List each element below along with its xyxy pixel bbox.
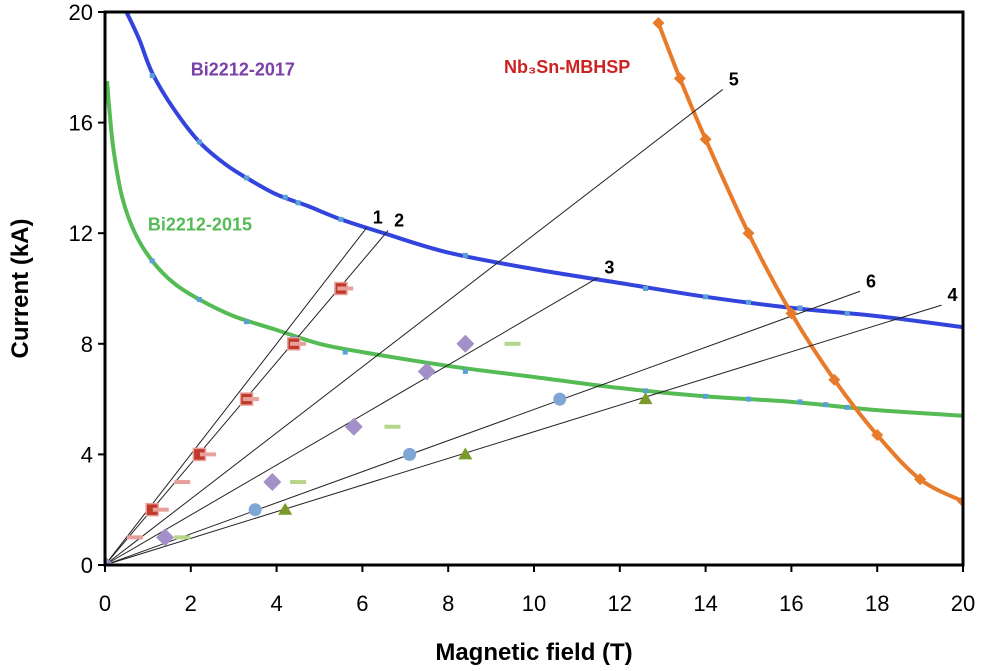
x-tick-label-8: 8 [442,591,454,616]
x-tick-label-18: 18 [865,591,889,616]
y-tick-label-20: 20 [69,0,93,25]
marker-triangle-5-2 [638,392,653,405]
marker-dash-1-0 [127,535,144,540]
x-axis-title: Magnetic field (T) [435,639,632,666]
series-label-nb-sn-mbhsp: Nb₃Sn-MBHSP [504,57,630,77]
curve-point-bi2212-2015-1 [196,297,202,303]
series-label-bi2212-2015: Bi2212-2015 [148,214,252,234]
x-tick-label-2: 2 [185,591,197,616]
nb3sn-point-7 [914,473,927,486]
curve-point-bi2212-2017-6 [462,252,468,258]
marker-dash-1-6 [337,286,354,291]
y-tick-label-8: 8 [81,332,93,357]
marker-diamond-2-3 [344,417,363,436]
x-tick-label-10: 10 [522,591,546,616]
marker-dash-1-3 [199,452,216,457]
load-line-6 [104,290,861,566]
curve-point-bi2212-2015-8 [746,396,751,402]
curve-point-bi2212-2015-5 [462,368,468,374]
curve-point-bi2212-2015-7 [703,393,709,399]
curve-point-bi2212-2017-9 [746,299,751,305]
nb3sn-point-0 [652,17,665,30]
marker-dash-1-1 [152,507,169,512]
load-line-label-2: 2 [394,210,404,230]
load-line-label-5: 5 [729,69,739,89]
marker-diamond-2-2 [263,473,282,492]
markers-layer [105,17,963,565]
marker-dash-1-5 [290,341,307,346]
curve-point-bi2212-2015-11 [844,404,850,410]
curve-point-bi2212-2017-11 [844,310,850,316]
load-line-4 [104,304,942,566]
x-tick-label-14: 14 [693,591,717,616]
curve-point-bi2212-2017-8 [703,294,709,300]
marker-diamond-2-0 [105,556,114,565]
y-axis-title: Current (kA) [7,218,34,358]
y-tick-label-4: 4 [81,442,93,467]
marker-circle-4-1 [403,447,417,461]
marker-dash-3-3 [504,341,521,346]
curve-bi2212-2015 [105,80,963,418]
y-tick-label-0: 0 [81,553,93,578]
curve-point-bi2212-2015-4 [342,349,348,355]
plot-frame [103,10,965,567]
marker-diamond-2-5 [456,334,475,353]
marker-diamond-2-1 [156,528,175,547]
nb3sn-point-6 [871,429,884,442]
load-line-1 [104,227,368,566]
curve-point-bi2212-2015-2 [244,319,250,325]
curve-point-bi2212-2017-7 [643,286,649,291]
marker-triangle-5-1 [458,447,473,460]
nb3sn-point-3 [742,227,755,240]
curve-point-bi2212-2015-9 [797,399,803,405]
marker-circle-4-0 [248,503,262,517]
curve-point-bi2212-2017-1 [196,139,202,145]
nb3sn-point-2 [699,133,712,146]
x-tick-label-20: 20 [951,591,975,616]
nb3sn-point-4 [785,307,798,320]
load-line-label-3: 3 [604,257,614,277]
curve-point-bi2212-2017-2 [244,175,250,181]
y-tick-label-12: 12 [69,221,93,246]
marker-diamond-2-4 [417,362,436,381]
x-tick-label-6: 6 [356,591,368,616]
curve-point-bi2212-2017-4 [295,200,301,206]
labels-layer: 1 2 3 4 5 6 Bi2212-2017 Bi2212-2015 Nb₃Sn-MBHSP [148,57,958,305]
y-tick-label-16: 16 [69,111,93,136]
nb3sn-point-1 [673,72,686,85]
nb3sn-point-5 [828,373,841,386]
marker-circle-4-2 [553,392,567,406]
load-line-label-1: 1 [373,208,383,228]
load-line-5 [104,89,724,566]
load-lines-layer [104,89,942,566]
series-label-bi2212-2017: Bi2212-2017 [191,60,295,80]
marker-dash-3-0 [174,535,191,540]
load-line-label-6: 6 [866,271,876,291]
curve-nb-sn-mbhsp [656,22,963,504]
load-line-label-4: 4 [948,285,958,305]
x-tick-label-4: 4 [270,591,282,616]
marker-dash-1-2 [174,480,191,485]
x-tick-label-16: 16 [779,591,803,616]
curve-point-bi2212-2017-3 [282,194,288,200]
marker-dash-3-1 [290,480,307,485]
curve-point-bi2212-2017-10 [797,305,803,311]
curves-layer [105,12,963,504]
marker-dash-1-4 [242,397,259,402]
x-tick-label-12: 12 [608,591,632,616]
marker-dash-3-2 [384,424,401,429]
curve-point-bi2212-2017-5 [338,216,344,222]
curve-point-bi2212-2017-0 [149,73,155,79]
x-tick-label-0: 0 [99,591,111,616]
curve-point-bi2212-2015-6 [643,388,649,394]
marker-triangle-5-0 [278,502,293,515]
curve-point-bi2212-2015-0 [149,258,155,264]
curve-point-bi2212-2015-10 [823,402,829,408]
